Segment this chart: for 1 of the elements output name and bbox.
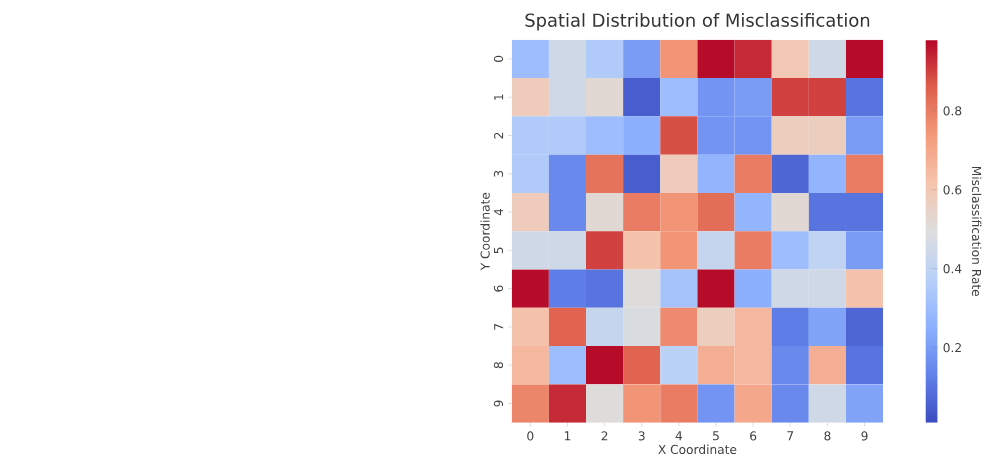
- chart-title: Spatial Distribution of Misclassification: [525, 13, 870, 31]
